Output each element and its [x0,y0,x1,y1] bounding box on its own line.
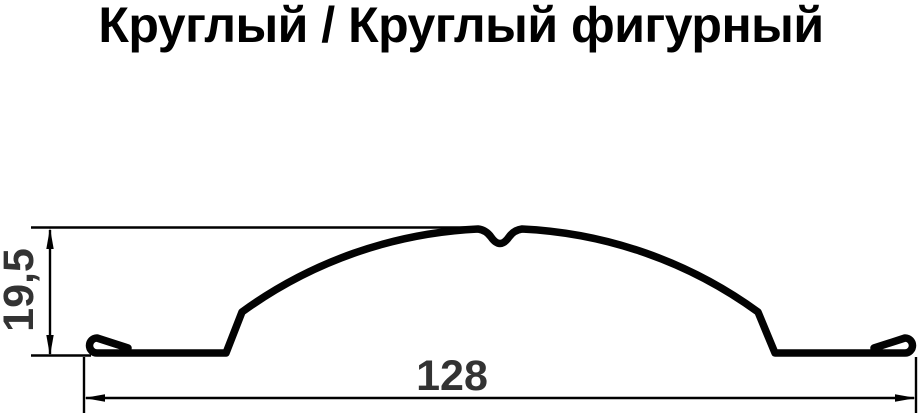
height-dimension-label: 19,5 [0,248,43,332]
page-title: Круглый / Круглый фигурный [98,0,824,53]
arrow-up-icon [46,228,54,249]
width-dimension: 128 [82,352,918,413]
picket-profile-outline [85,225,917,357]
arrow-right-icon [895,394,916,402]
arrow-left-icon [84,394,105,402]
height-dimension: 19,5 [0,226,477,357]
arrow-down-icon [46,335,54,356]
width-dimension-label: 128 [416,352,488,400]
